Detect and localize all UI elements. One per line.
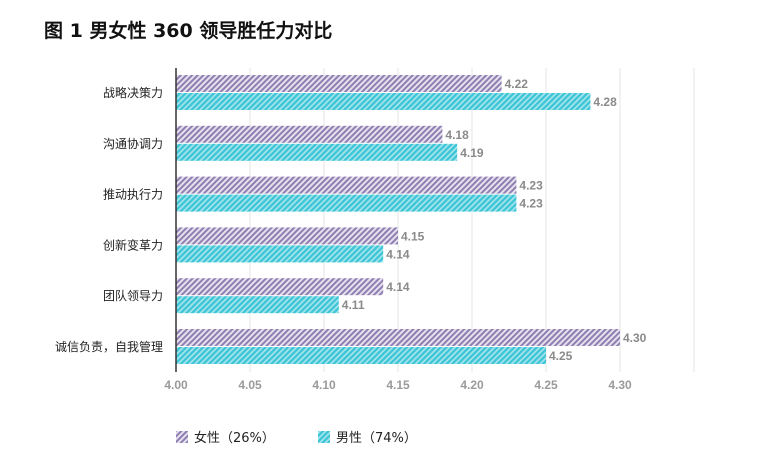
x-tick-label: 4.15 <box>386 378 410 392</box>
category-label: 沟通协调力 <box>103 136 163 151</box>
data-label: 4.22 <box>505 77 529 91</box>
category-label: 创新变革力 <box>103 237 163 252</box>
data-label: 4.19 <box>460 146 484 160</box>
data-label: 4.18 <box>445 128 469 142</box>
bar-male <box>176 143 458 161</box>
bar-female <box>176 278 384 296</box>
category-label: 推动执行力 <box>103 188 163 202</box>
bar-female <box>176 176 517 194</box>
x-tick-label: 4.30 <box>608 378 632 392</box>
x-tick-label: 4.20 <box>460 378 484 392</box>
category-label: 诚信负责，自我管理 <box>55 339 163 354</box>
x-tick-label: 4.05 <box>238 378 262 392</box>
legend-swatch-female <box>176 431 188 443</box>
data-label: 4.28 <box>593 95 617 109</box>
bar-male <box>176 347 546 364</box>
bar-male <box>176 296 339 314</box>
data-label: 4.14 <box>386 280 410 294</box>
data-label: 4.23 <box>519 197 543 211</box>
data-label: 4.14 <box>386 247 410 261</box>
x-tick-label: 4.25 <box>534 378 558 392</box>
data-label: 4.23 <box>519 179 543 193</box>
category-label: 战略决策力 <box>103 85 163 100</box>
x-tick-label: 4.00 <box>164 378 188 392</box>
x-tick-label: 4.10 <box>312 378 336 392</box>
data-label: 4.11 <box>342 298 365 312</box>
bar-male <box>176 93 591 110</box>
data-label: 4.15 <box>401 229 425 243</box>
bar-female <box>176 125 443 143</box>
legend-label: 女性（26%） <box>194 430 275 446</box>
data-label: 4.25 <box>549 349 573 363</box>
data-label: 4.30 <box>623 331 647 345</box>
bar-male <box>176 194 517 212</box>
legend-label: 男性（74%） <box>336 431 417 446</box>
chart-title: 图 1 男女性 360 领导胜任力对比 <box>44 20 333 42</box>
bar-female <box>176 329 620 346</box>
bar-female <box>176 75 502 92</box>
category-label: 团队领导力 <box>103 288 163 303</box>
bar-female <box>176 227 398 245</box>
legend-swatch-male <box>318 431 330 443</box>
bar-male <box>176 245 384 263</box>
